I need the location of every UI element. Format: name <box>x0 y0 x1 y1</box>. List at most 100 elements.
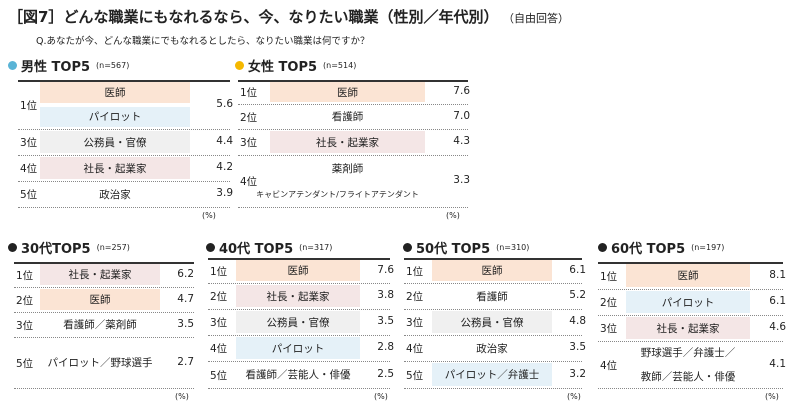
table-row <box>208 258 390 284</box>
table-row <box>404 258 582 284</box>
percent-value: 3.8 <box>377 289 394 301</box>
occupation-cell: 社長・起業家 <box>40 157 190 179</box>
table-top-border <box>208 258 390 260</box>
table-row <box>598 289 783 316</box>
section-title-age60: 60代 TOP5 (n=197) <box>598 238 724 257</box>
table-top-border <box>404 258 582 260</box>
percent-value: 6.2 <box>177 267 194 280</box>
rank-label: 1位 <box>240 87 258 99</box>
table-top-border <box>14 262 194 264</box>
section-title-female: 女性 TOP5 (n=514) <box>235 56 356 75</box>
occupation-cell: 医師 <box>40 82 190 103</box>
rank-label: 1位 <box>600 270 618 283</box>
sample-size: (n=257) <box>96 243 130 252</box>
occupation-cell: パイロット <box>40 106 190 127</box>
rank-label: 2位 <box>406 291 424 303</box>
percent-value: 4.7 <box>177 292 194 305</box>
table-row <box>14 337 194 389</box>
occupation-cell: 看護師／薬剤師 <box>63 319 137 331</box>
sample-size: (n=514) <box>323 61 357 70</box>
percent-value: 5.2 <box>569 289 586 301</box>
rank-label: 2位 <box>16 294 34 307</box>
table-row <box>404 361 582 389</box>
rank-label: 1位 <box>210 265 228 278</box>
section-title-age50: 50代 TOP5 (n=310) <box>403 238 529 257</box>
rank-label: 2位 <box>210 291 228 303</box>
percent-value: 4.6 <box>769 321 786 333</box>
section-title-age30: 30代TOP5 (n=257) <box>8 238 130 257</box>
table-row <box>18 80 230 130</box>
rank-label: 3位 <box>16 319 34 332</box>
percent-value: 4.1 <box>769 357 786 370</box>
occupation-cell: 医師 <box>270 82 425 102</box>
occupation-cell: 医師 <box>626 264 750 287</box>
occupation-cell: パイロット <box>236 337 360 359</box>
percent-value: 5.6 <box>216 97 233 110</box>
table-row <box>14 312 194 338</box>
unit-label: (%) <box>374 392 388 401</box>
occupation-cell: 薬剤師 <box>331 162 364 175</box>
rank-label: 3位 <box>20 137 38 149</box>
table-row <box>598 341 783 389</box>
table-row <box>404 335 582 362</box>
table-row <box>238 129 468 156</box>
table-row <box>18 155 230 182</box>
rank-label: 3位 <box>600 323 618 335</box>
percent-value: 2.8 <box>377 341 394 353</box>
occupation-cell: 社長・起業家 <box>626 317 750 339</box>
sample-size: (n=567) <box>96 61 130 70</box>
percent-value: 4.4 <box>216 135 233 147</box>
occupation-cell: 看護師／芸能人・俳優 <box>245 369 351 381</box>
occupation-cell: 社長・起業家 <box>236 285 360 307</box>
occupation-cell: 医師 <box>236 260 360 281</box>
rank-label: 1位 <box>16 269 34 282</box>
unit-label: (%) <box>202 211 216 220</box>
percent-value: 3.5 <box>569 341 586 353</box>
bullet-dot-icon <box>598 243 607 252</box>
percent-value: 4.8 <box>569 315 586 327</box>
table-row <box>598 315 783 342</box>
question-text: Q.あなたが今、どんな職業にでもなれるとしたら、なりたい職業は何ですか？ <box>36 36 370 47</box>
percent-value: 3.3 <box>453 174 470 186</box>
rank-label: 2位 <box>600 297 618 309</box>
table-row <box>208 335 390 362</box>
table-top-border <box>18 80 230 82</box>
bullet-dot-icon <box>235 61 244 70</box>
percent-value: 4.3 <box>453 135 470 147</box>
unit-label: (%) <box>446 211 460 220</box>
occupation-cell: 公務員・官僚 <box>432 311 552 333</box>
occupation-cell: 野球選手／弁護士／ <box>640 347 736 360</box>
table-row <box>14 287 194 313</box>
sample-size: (n=317) <box>299 243 333 252</box>
sample-size: (n=197) <box>691 243 725 252</box>
table-row <box>598 262 783 290</box>
table-row <box>238 155 468 208</box>
sample-size: (n=310) <box>496 243 530 252</box>
rank-label: 1位 <box>406 265 424 278</box>
table-row <box>404 309 582 336</box>
occupation-cell: 教師／芸能人・俳優 <box>640 370 736 383</box>
percent-value: 7.0 <box>453 109 470 122</box>
section-title-age40: 40代 TOP5 (n=317) <box>206 238 332 257</box>
percent-value: 2.5 <box>377 367 394 380</box>
occupation-cell: 政治家 <box>476 342 508 355</box>
rank-label: 3位 <box>406 317 424 329</box>
occupation-cell: 医師 <box>432 260 552 281</box>
table-row <box>208 361 390 389</box>
percent-value: 6.1 <box>569 263 586 276</box>
rank-label: 5位 <box>20 189 38 201</box>
occupation-cell: キャビンアテンダント/フライトアテンダント <box>256 189 419 199</box>
table-row <box>208 309 390 336</box>
occupation-cell: 医師 <box>40 289 160 310</box>
percent-value: 3.5 <box>177 317 194 330</box>
unit-label: (%) <box>175 392 189 401</box>
percent-value: 7.6 <box>377 263 394 276</box>
rank-label: 4位 <box>240 176 258 188</box>
rank-label: 5位 <box>16 357 34 370</box>
occupation-cell: 看護師 <box>476 290 508 303</box>
occupation-cell: 公務員・官僚 <box>40 131 190 153</box>
section-heading: 女性 TOP5 <box>248 60 318 75</box>
section-heading: 60代 TOP5 <box>611 242 686 257</box>
rank-label: 4位 <box>600 359 618 372</box>
rank-label: 5位 <box>210 369 228 382</box>
